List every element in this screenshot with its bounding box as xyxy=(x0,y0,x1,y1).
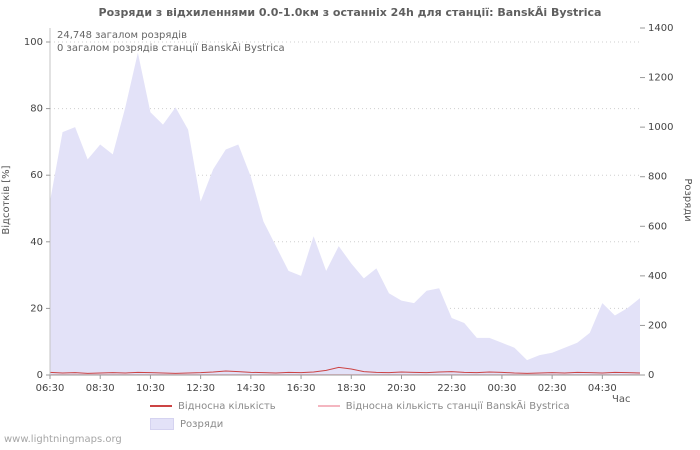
right-axis-label: Розряди xyxy=(682,178,693,222)
svg-text:12:30: 12:30 xyxy=(186,383,215,394)
x-axis-label: Час xyxy=(612,394,631,405)
legend-label-discharges: Розряди xyxy=(180,418,224,430)
station-line-swatch-icon xyxy=(317,405,340,407)
svg-text:100: 100 xyxy=(24,37,43,48)
svg-text:1000: 1000 xyxy=(648,122,673,133)
svg-text:1400: 1400 xyxy=(648,23,673,34)
svg-text:0: 0 xyxy=(37,370,43,381)
legend-row-lines: Відносна кількість Відносна кількість ст… xyxy=(150,397,612,415)
legend-label-station-relative: Відносна кількість станції BanskÃi Bystr… xyxy=(345,400,570,412)
svg-text:22:30: 22:30 xyxy=(437,383,466,394)
svg-text:06:30: 06:30 xyxy=(36,383,65,394)
svg-text:20:30: 20:30 xyxy=(387,383,416,394)
svg-text:00:30: 00:30 xyxy=(488,383,517,394)
station-total-annotation: 0 загалом розрядів станції BanskÃi Bystr… xyxy=(57,43,285,54)
svg-text:80: 80 xyxy=(30,104,43,115)
legend-row-area: Розряди xyxy=(150,415,612,433)
chart-title: Розряди з відхиленнями 0.0-1.0км з остан… xyxy=(98,6,602,19)
svg-text:60: 60 xyxy=(30,170,43,181)
svg-text:14:30: 14:30 xyxy=(236,383,265,394)
svg-text:20: 20 xyxy=(30,303,43,314)
svg-text:04:30: 04:30 xyxy=(588,383,617,394)
watermark-link[interactable]: www.lightningmaps.org xyxy=(4,434,122,445)
svg-text:600: 600 xyxy=(648,221,667,232)
discharges-area-swatch-icon xyxy=(150,418,174,430)
svg-text:18:30: 18:30 xyxy=(337,383,366,394)
left-axis-label: Відсотків [%] xyxy=(1,165,12,235)
legend: Відносна кількість Відносна кількість ст… xyxy=(150,397,612,433)
svg-text:40: 40 xyxy=(30,237,43,248)
svg-text:1200: 1200 xyxy=(648,73,673,84)
legend-item-discharges: Розряди xyxy=(150,418,223,430)
svg-text:16:30: 16:30 xyxy=(287,383,316,394)
svg-text:400: 400 xyxy=(648,271,667,282)
svg-text:200: 200 xyxy=(648,320,667,331)
legend-item-station-relative: Відносна кількість станції BanskÃi Bystr… xyxy=(317,400,570,412)
svg-text:800: 800 xyxy=(648,172,667,183)
relative-line-swatch-icon xyxy=(150,405,172,407)
svg-text:02:30: 02:30 xyxy=(538,383,567,394)
svg-text:08:30: 08:30 xyxy=(86,383,115,394)
legend-label-relative: Відносна кількість xyxy=(178,400,276,412)
total-discharges-annotation: 24,748 загалом розрядів xyxy=(57,30,187,41)
svg-text:10:30: 10:30 xyxy=(136,383,165,394)
svg-text:0: 0 xyxy=(648,370,654,381)
legend-item-relative: Відносна кількість xyxy=(150,401,276,412)
